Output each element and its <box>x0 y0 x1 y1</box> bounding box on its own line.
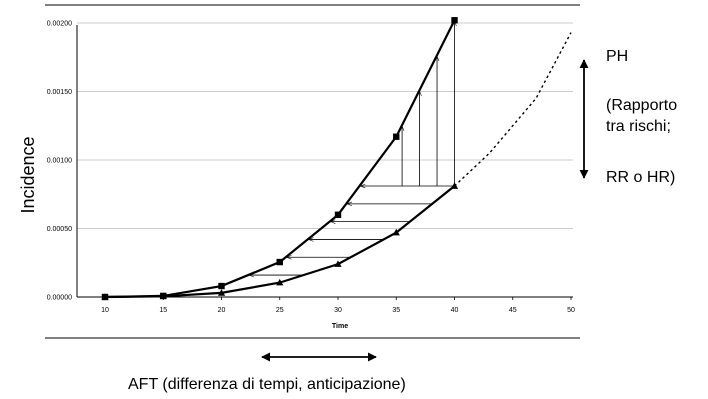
y-tick-label: 0.00150 <box>47 89 72 96</box>
y-tick-label: 0.00200 <box>47 21 72 28</box>
grid-lines <box>77 22 573 229</box>
y-tick-labels: 0.00000 0.00050 0.00100 0.00150 0.00200 <box>47 21 72 302</box>
ph-label: PH <box>606 48 628 65</box>
series-0-point <box>393 133 400 140</box>
x-tick-label: 30 <box>334 307 342 314</box>
x-tick-label: 25 <box>276 307 284 314</box>
series-1-point <box>101 293 109 300</box>
series-0-point <box>451 17 458 24</box>
ratio-arrows <box>402 21 454 187</box>
series-0-point <box>218 282 225 290</box>
series-1-point <box>217 289 226 296</box>
ph-description-line1: (Rapporto <box>606 97 677 114</box>
x-tick-label: 10 <box>101 307 109 314</box>
series-layer <box>101 17 572 301</box>
y-tick-label: 0.00100 <box>47 158 72 165</box>
x-tick-label: 35 <box>392 307 400 314</box>
x-tick-label: 50 <box>567 307 575 314</box>
x-tick-label: 20 <box>218 307 226 314</box>
extrapolation-dotted-line <box>454 32 572 187</box>
x-tick-label: 40 <box>451 307 459 314</box>
y-axis-label: Incidence <box>18 136 38 213</box>
series-1-point <box>159 292 167 300</box>
series-0-point <box>334 211 342 218</box>
series-0-point <box>276 258 283 266</box>
series-1-point <box>276 278 284 286</box>
y-tick-label: 0.00050 <box>47 226 72 233</box>
time-shift-arrows <box>249 186 455 275</box>
ph-description-line3: RR o HR) <box>606 169 675 186</box>
series-1-point <box>334 260 342 267</box>
x-tick-label: 15 <box>159 307 167 314</box>
y-tick-label: 0.00000 <box>47 295 72 302</box>
x-tick-labels: 10 15 20 25 30 35 40 45 50 <box>101 297 575 314</box>
x-tick-label: 45 <box>509 307 517 314</box>
aft-label: AFT (differenza di tempi, anticipazione) <box>128 376 406 393</box>
series-1-point <box>392 228 400 236</box>
ph-description-line2: tra rischi; <box>606 118 671 135</box>
x-axis-label: Time <box>332 323 348 330</box>
